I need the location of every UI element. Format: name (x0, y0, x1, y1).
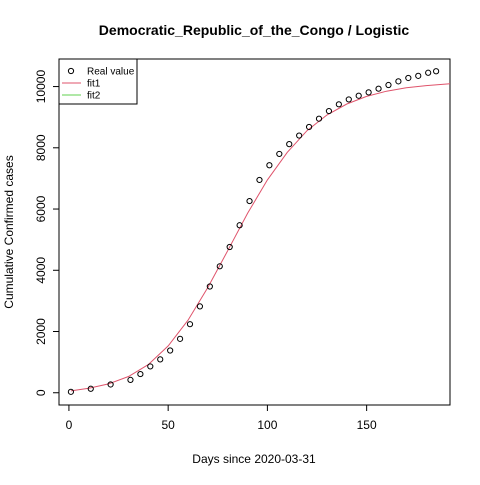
data-point (176, 335, 184, 342)
data-point (87, 385, 94, 392)
data-point (157, 356, 164, 363)
y-axis: 0 2000 4000 6000 8000 10000 (34, 70, 60, 396)
x-tick-label: 150 (357, 418, 377, 432)
data-point (375, 85, 382, 92)
data-point (365, 89, 372, 96)
data-point (147, 363, 154, 370)
x-axis: 0 50 100 150 (66, 404, 377, 432)
data-point (335, 101, 342, 108)
y-tick-label: 10000 (34, 70, 48, 104)
x-tick-label: 50 (161, 418, 175, 432)
data-point (425, 69, 432, 76)
data-point (385, 81, 392, 89)
data-point (415, 72, 422, 79)
data-point (127, 376, 134, 383)
legend-label: Real value (87, 67, 135, 78)
y-tick-label: 6000 (34, 195, 48, 222)
y-tick-label: 2000 (34, 318, 48, 345)
data-point (355, 92, 362, 99)
data-point (405, 74, 412, 82)
x-axis-label: Days since 2020-03-31 (192, 452, 316, 466)
data-point (305, 123, 313, 131)
data-point (276, 150, 283, 158)
x-tick-label: 100 (257, 418, 277, 432)
series-line-fit1 (70, 83, 451, 392)
data-point (286, 141, 293, 148)
series-layer (67, 68, 451, 395)
data-point (325, 107, 333, 115)
data-point (226, 243, 233, 251)
data-point (236, 222, 243, 229)
data-point (167, 347, 174, 354)
data-point (137, 370, 144, 378)
legend-marker (67, 67, 75, 75)
data-point (186, 321, 194, 328)
data-point (216, 263, 223, 270)
data-point (196, 303, 204, 310)
y-tick-label: 4000 (34, 257, 48, 284)
data-point (296, 132, 303, 139)
data-point (67, 388, 75, 395)
y-axis-label: Cumulative Confirmed cases (2, 155, 16, 308)
legend-label: fit2 (87, 91, 101, 102)
data-point (345, 96, 352, 103)
data-point (107, 381, 114, 388)
plot-area-frame (58, 58, 451, 406)
legend-frame (58, 58, 138, 105)
x-tick-label: 0 (66, 418, 73, 432)
legend-label: fit1 (87, 79, 101, 90)
data-point (433, 68, 440, 75)
chart-title: Democratic_Republic_of_the_Congo / Logis… (99, 22, 410, 38)
data-point (315, 115, 323, 122)
data-point (256, 176, 263, 184)
y-tick-label: 8000 (34, 134, 48, 161)
y-tick-label: 0 (34, 389, 48, 396)
data-point (246, 197, 253, 205)
data-point (395, 78, 402, 85)
data-point (266, 162, 273, 169)
data-point (206, 283, 213, 290)
